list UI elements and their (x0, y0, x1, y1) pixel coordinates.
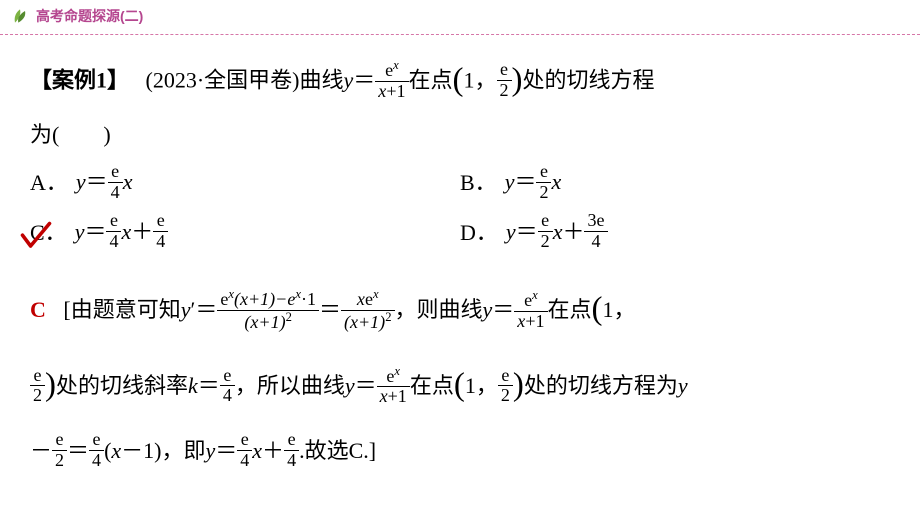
source-label: (2023·全国甲卷) (146, 67, 300, 92)
text-blank: 为( ) (30, 122, 111, 147)
var-y: y (344, 67, 354, 92)
checkmark-icon (18, 219, 54, 255)
header-title: 高考命题探源(二) (36, 6, 143, 26)
fraction-e-2: e2 (497, 60, 512, 101)
problem-stem: 【案例1】 (2023·全国甲卷)曲线y＝exx+1在点(1，e2)处的切线方程… (30, 51, 890, 155)
header-divider (0, 34, 920, 35)
derivative-fraction-1: ex(x+1)−ex·1(x+1)2 (217, 288, 319, 333)
leaf-icon (10, 6, 30, 26)
solution-text: C [由题意可知y′＝ex(x+1)−ex·1(x+1)2＝xex(x+1)2，… (30, 274, 890, 476)
fraction-ex-xp1: exx+1 (375, 59, 408, 102)
case-label: 【案例1】 (30, 67, 129, 92)
option-c: C． y＝e4x＋e4 (30, 211, 460, 254)
text-curve: 曲线 (300, 67, 344, 92)
text-at-point: 在点 (409, 67, 453, 92)
option-a: A． y＝e4x (30, 161, 460, 204)
answer-letter: C (30, 297, 46, 322)
derivative-fraction-2: xex(x+1)2 (341, 288, 395, 333)
option-b: B． y＝e2x (460, 161, 890, 204)
options-grid: A． y＝e4x B． y＝e2x C． y＝e4x＋e4 D． y＝e2x＋3… (30, 161, 890, 260)
page-header: 高考命题探源(二) (0, 0, 920, 34)
text-tangent: 处的切线方程 (523, 67, 655, 92)
main-content: 【案例1】 (2023·全国甲卷)曲线y＝exx+1在点(1，e2)处的切线方程… (0, 51, 920, 476)
option-d: D． y＝e2x＋3e4 (460, 211, 890, 254)
